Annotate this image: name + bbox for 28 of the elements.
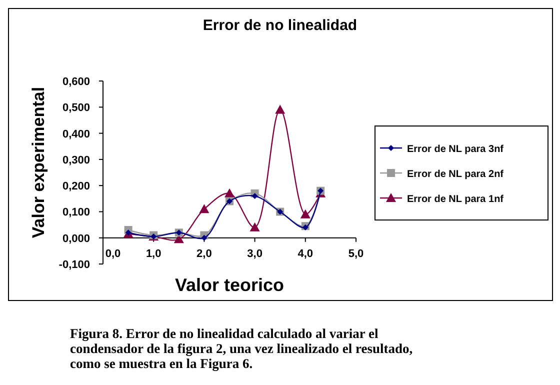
- point: [199, 204, 210, 214]
- x-tick-label: 0,0: [105, 248, 121, 260]
- y-tick-label: 0,400: [62, 128, 90, 140]
- legend-label: Error de NL para 3nf: [407, 144, 504, 155]
- y-tick-label: 0,100: [62, 206, 90, 219]
- x-tick-label: 3,0: [247, 248, 262, 260]
- y-tick-label: 0,500: [62, 102, 90, 114]
- legend-label: Error de NL para 2nf: [407, 169, 504, 180]
- x-axis-title: Valor teorico: [174, 275, 284, 295]
- x-tick-label: 1,0: [146, 248, 162, 260]
- legend-label: Error de NL para 1nf: [407, 194, 504, 205]
- x-tick-label: 5,0: [348, 248, 364, 260]
- y-tick-label: 0,600: [62, 76, 90, 88]
- x-tick-label: 2,0: [196, 248, 212, 260]
- y-tick-label: -0,100: [58, 259, 90, 271]
- point: [224, 188, 234, 198]
- point: [250, 222, 260, 232]
- x-tick-label: 4,0: [298, 248, 314, 260]
- y-tick-label: 0,200: [62, 180, 90, 193]
- y-tick-label: 0,300: [62, 154, 90, 166]
- point: [201, 234, 208, 241]
- point: [275, 104, 286, 114]
- text: Figura 8. Error de no linealidad calculado al variar el condensador de la figura 2, una vez linealizado el resultado, como se muestra en la Figura 6.: [70, 326, 413, 371]
- point: [300, 209, 310, 218]
- point: [252, 193, 258, 200]
- chart-title: Error de no linealidad: [202, 17, 358, 34]
- y-tick-label: 0,000: [62, 232, 90, 245]
- y-axis-title: Valor experimental: [29, 86, 48, 238]
